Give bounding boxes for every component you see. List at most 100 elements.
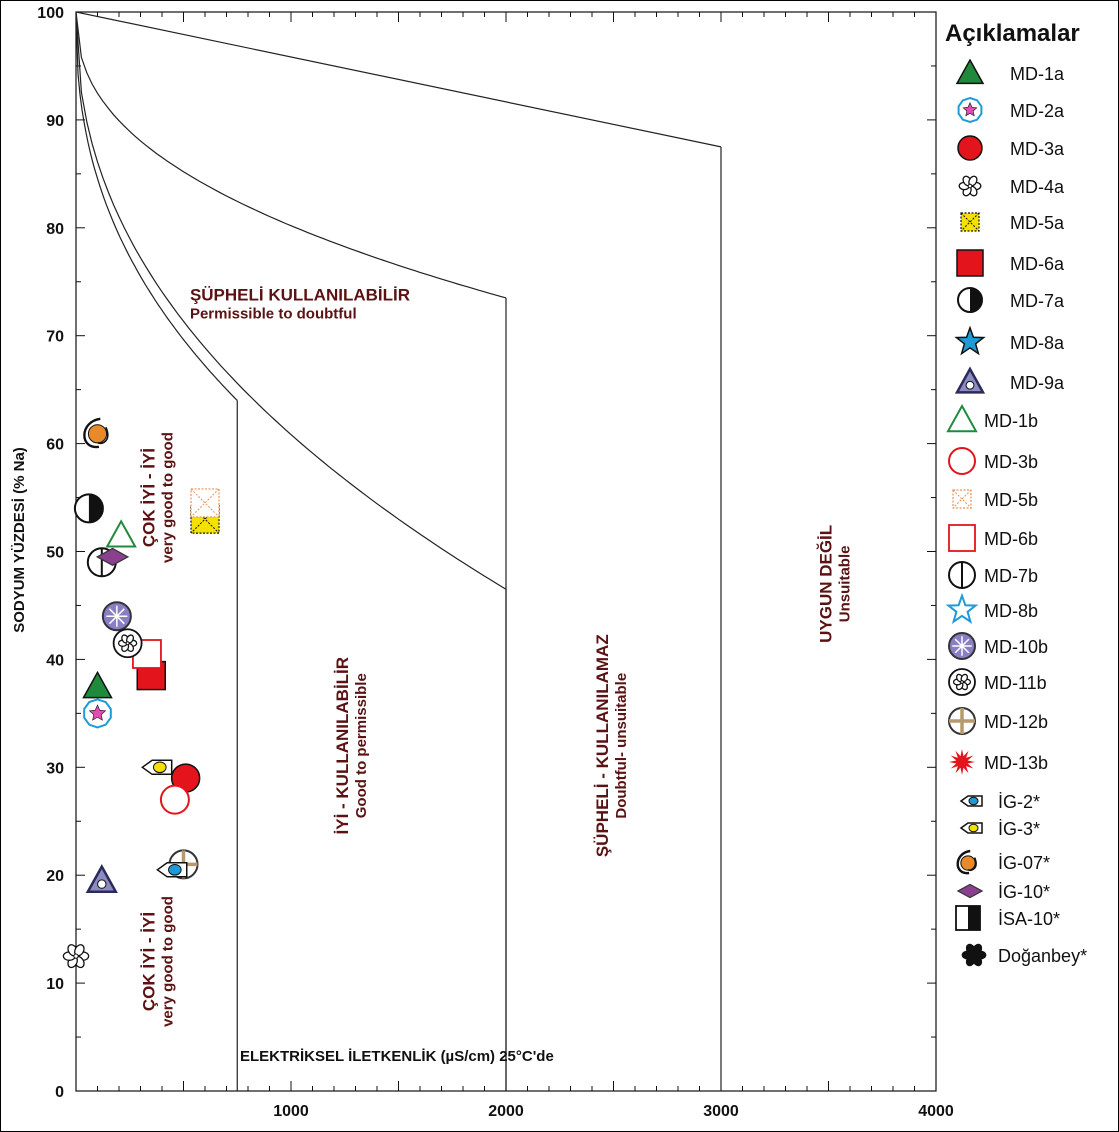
legend-item-md-6a: MD-6a	[956, 249, 1065, 277]
legend-label: İG-10*	[998, 882, 1050, 902]
legend-item-md-1a: MD-1a	[955, 58, 1065, 85]
zone-label: UYGUN DEĞİL Unsuitable	[817, 525, 854, 643]
legend-marker	[961, 943, 987, 967]
legend-label: MD-2a	[1010, 101, 1065, 121]
legend-item-md-3a: MD-3a	[957, 135, 1065, 161]
boundary-curve-doubtful	[76, 12, 722, 148]
data-point-md-3b	[159, 784, 190, 815]
tick-marks	[75, 11, 937, 1092]
y-tick-label: 80	[46, 221, 64, 238]
legend-item-md-8b: MD-8b	[945, 592, 1038, 624]
y-tick-labels: 0 10 20 30 40 50 60 70 80 90 100	[37, 5, 64, 1101]
legend-item-md-2a: MD-2a	[957, 96, 1065, 124]
zone-label-en: very good to good	[159, 432, 176, 563]
data-point-md-10b	[101, 601, 132, 632]
legend-item-ig-10: İG-10*	[956, 882, 1050, 902]
zone-label: ÇOK İYİ - İYİ very good to good	[139, 432, 176, 563]
legend-marker	[959, 822, 983, 834]
legend-label: MD-9a	[1010, 373, 1065, 393]
zone-label: ÇOK İYİ - İYİ very good to good	[139, 896, 176, 1027]
data-point-ig-07	[83, 417, 109, 449]
legend-title: Açıklamalar	[945, 20, 1080, 47]
legend-label: İG-07*	[998, 853, 1050, 873]
legend-label: MD-3a	[1010, 139, 1065, 159]
legend-item-md-11b: MD-11b	[948, 668, 1047, 696]
legend-label: MD-10b	[984, 637, 1048, 657]
legend-marker	[954, 325, 986, 356]
zone-label-en: Permissible to doubtful	[190, 306, 357, 323]
legend-marker	[956, 849, 977, 875]
y-axis-label: SODYUM YÜZDESİ (% Na)	[11, 447, 28, 633]
legend-item-md-3b: MD-3b	[948, 447, 1038, 475]
legend-marker	[955, 58, 985, 85]
data-point-md-5b	[190, 488, 220, 518]
data-points	[62, 417, 220, 969]
zone-label-en: very good to good	[159, 896, 176, 1027]
y-tick-label: 70	[46, 329, 64, 346]
data-point-ig-10	[95, 547, 130, 566]
zone-label-tr: ŞÜPHELİ KULLANILABİLİR	[190, 286, 410, 305]
zone-label-tr: İYİ - KULLANILABİLİR	[333, 657, 352, 835]
legend-item-md-9a: MD-9a	[954, 366, 1065, 394]
legend-marker	[948, 561, 976, 589]
data-point-md-1a	[82, 670, 113, 699]
legend-item-md-7a: MD-7a	[957, 287, 1065, 313]
zone-label: İYİ - KULLANILABİLİR Good to permissible	[333, 657, 370, 835]
legend-label: MD-11b	[984, 673, 1047, 693]
boundary-curve-permissible	[76, 12, 507, 299]
x-tick-label: 1000	[273, 1103, 309, 1120]
legend-marker	[957, 287, 983, 313]
boundary-curve-good	[76, 12, 507, 590]
legend-marker	[957, 96, 983, 124]
y-tick-label: 90	[46, 113, 64, 130]
data-point-md-11b	[112, 628, 143, 659]
data-point-md-7a	[73, 493, 104, 524]
y-tick-label: 30	[46, 760, 64, 777]
x-tick-label: 2000	[488, 1103, 524, 1120]
y-tick-label: 60	[46, 437, 64, 454]
zone-label-en: Unsuitable	[837, 546, 854, 623]
zone-label-tr: ÇOK İYİ - İYİ	[139, 912, 158, 1011]
y-tick-label: 0	[55, 1084, 64, 1101]
data-point-md-1b	[105, 519, 137, 548]
legend-item-md-5b: MD-5b	[952, 489, 1038, 510]
data-point-md-9a	[85, 864, 118, 894]
legend-label: MD-12b	[984, 712, 1048, 732]
zone-label-en: Doubtful- unsuitable	[613, 673, 630, 819]
legend-item-md-1b: MD-1b	[946, 403, 1038, 433]
y-tick-label: 40	[46, 652, 64, 669]
zone-label-tr: ŞÜPHELİ - KULLANILAMAZ	[593, 634, 612, 857]
legend-marker	[956, 883, 984, 899]
legend-marker	[948, 707, 976, 735]
legend-label: MD-3b	[984, 452, 1038, 472]
legend-item-md-10b: MD-10b	[948, 632, 1048, 660]
y-tick-label: 20	[46, 868, 64, 885]
legend-label: MD-13b	[984, 753, 1048, 773]
legend-marker	[956, 249, 984, 277]
y-tick-label: 10	[46, 976, 64, 993]
legend-items: MD-1a MD-2a MD-3a MD-4a MD-5a MD-6a MD-7a MD-8a…	[945, 58, 1087, 967]
zone-label: ŞÜPHELİ - KULLANILAMAZ Doubtful- unsuitab…	[593, 634, 630, 857]
legend-marker	[960, 212, 980, 232]
legend-marker	[955, 905, 981, 931]
y-tick-label: 50	[46, 545, 64, 562]
legend-item-md-4a: MD-4a	[958, 175, 1065, 197]
legend-label: MD-8b	[984, 601, 1038, 621]
legend-marker	[958, 175, 982, 197]
data-point-ig-3	[141, 759, 173, 776]
legend-label: MD-5a	[1010, 213, 1065, 233]
legend-marker	[948, 632, 976, 660]
legend: Açıklamalar MD-1a MD-2a MD-3a MD-4a MD-5a MD-…	[945, 20, 1087, 967]
legend-item-ig-07: İG-07*	[956, 849, 1050, 875]
legend-item-ig-3: İG-3*	[959, 819, 1040, 839]
legend-label: İG-3*	[998, 819, 1040, 839]
legend-marker	[948, 524, 976, 552]
boundary-curve-excellent	[76, 12, 238, 401]
legend-marker	[952, 489, 972, 509]
legend-label: MD-6a	[1010, 254, 1065, 274]
legend-label: MD-7a	[1010, 291, 1065, 311]
legend-item-ig-2: İG-2*	[959, 792, 1040, 812]
legend-marker	[948, 447, 976, 475]
x-tick-label: 3000	[703, 1103, 739, 1120]
